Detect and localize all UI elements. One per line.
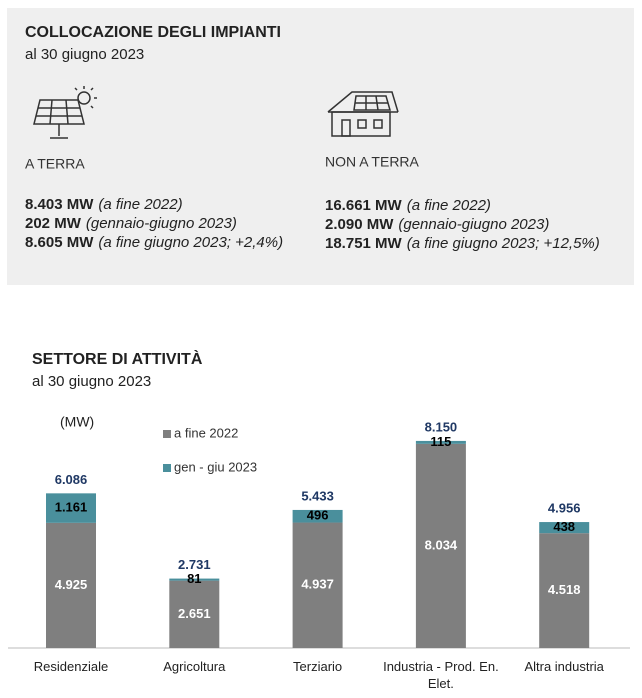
legend-label: gen - giu 2023 [174,459,257,474]
chart-subtitle: al 30 giugno 2023 [32,373,151,390]
line-value: 8.605 MW [25,234,94,251]
line-value: 18.751 MW [325,235,403,252]
x-tick-label: Residenziale [33,659,109,674]
legend-swatch [163,464,171,472]
group-line: 8.605 MW (a fine giugno 2023; +2,4%) [25,234,283,251]
total-label: 2.731 [178,557,211,572]
segment-label: 1.161 [55,500,88,515]
panel-subtitle: al 30 giugno 2023 [25,46,144,63]
segment-label: 81 [187,571,201,586]
bar-segment [415,443,466,648]
total-label: 8.150 [425,419,458,434]
legend-label: a fine 2022 [174,425,238,440]
bar-segment [292,522,343,648]
line-note: (a fine giugno 2023; +2,4%) [98,234,283,251]
x-tick-label: Terziario [293,659,343,674]
bar-segment [169,578,220,581]
total-label: 6.086 [55,472,88,487]
segment-label: 4.925 [55,577,88,592]
segment-label: 115 [430,434,451,449]
house-icon [327,91,399,137]
chart-title: SETTORE DI ATTIVITÀ [32,349,203,368]
segment-label: 4.518 [548,582,581,597]
line-value: 202 MW [25,215,82,232]
bar-segment [539,533,590,648]
line-value: 2.090 MW [325,216,394,233]
bar-segment [46,493,96,523]
panel-background [7,8,634,285]
group-label: A TERRA [25,156,85,172]
line-value: 16.661 MW [325,197,403,214]
bar-segment [46,522,96,648]
unit-label: (MW) [60,414,94,430]
segment-label: 438 [553,519,575,534]
group-line: 202 MW (gennaio-giugno 2023) [25,215,237,232]
x-tick-label: Altra industria [524,659,604,674]
bar-segment [292,509,343,523]
group-line: 16.661 MW (a fine 2022) [325,197,491,214]
group-line: 2.090 MW (gennaio-giugno 2023) [325,216,549,233]
bar-segment [169,580,220,648]
panel-title: COLLOCAZIONE DEGLI IMPIANTI [25,24,281,41]
segment-label: 8.034 [425,537,458,552]
line-note: (a fine giugno 2023; +12,5%) [407,235,600,252]
total-label: 4.956 [548,500,581,515]
group-line: 18.751 MW (a fine giugno 2023; +12,5%) [325,235,600,252]
total-label: 5.433 [301,488,334,503]
line-note: (gennaio-giugno 2023) [398,216,549,233]
bar-segment [539,522,590,534]
line-note: (a fine 2022) [98,196,182,213]
line-value: 8.403 MW [25,196,94,213]
line-note: (gennaio-giugno 2023) [86,215,237,232]
bar-segment [415,440,466,444]
line-note: (a fine 2022) [407,197,491,214]
group-line: 8.403 MW (a fine 2022) [25,196,183,213]
group-label: NON A TERRA [325,154,420,170]
x-tick-label: Agricoltura [163,659,226,674]
legend-swatch [163,430,171,438]
segment-label: 4.937 [301,577,334,592]
x-tick-label: Industria - Prod. En. Elet. [383,659,499,691]
segment-label: 496 [307,508,329,523]
segment-label: 2.651 [178,606,211,621]
solar-icon [33,86,97,139]
